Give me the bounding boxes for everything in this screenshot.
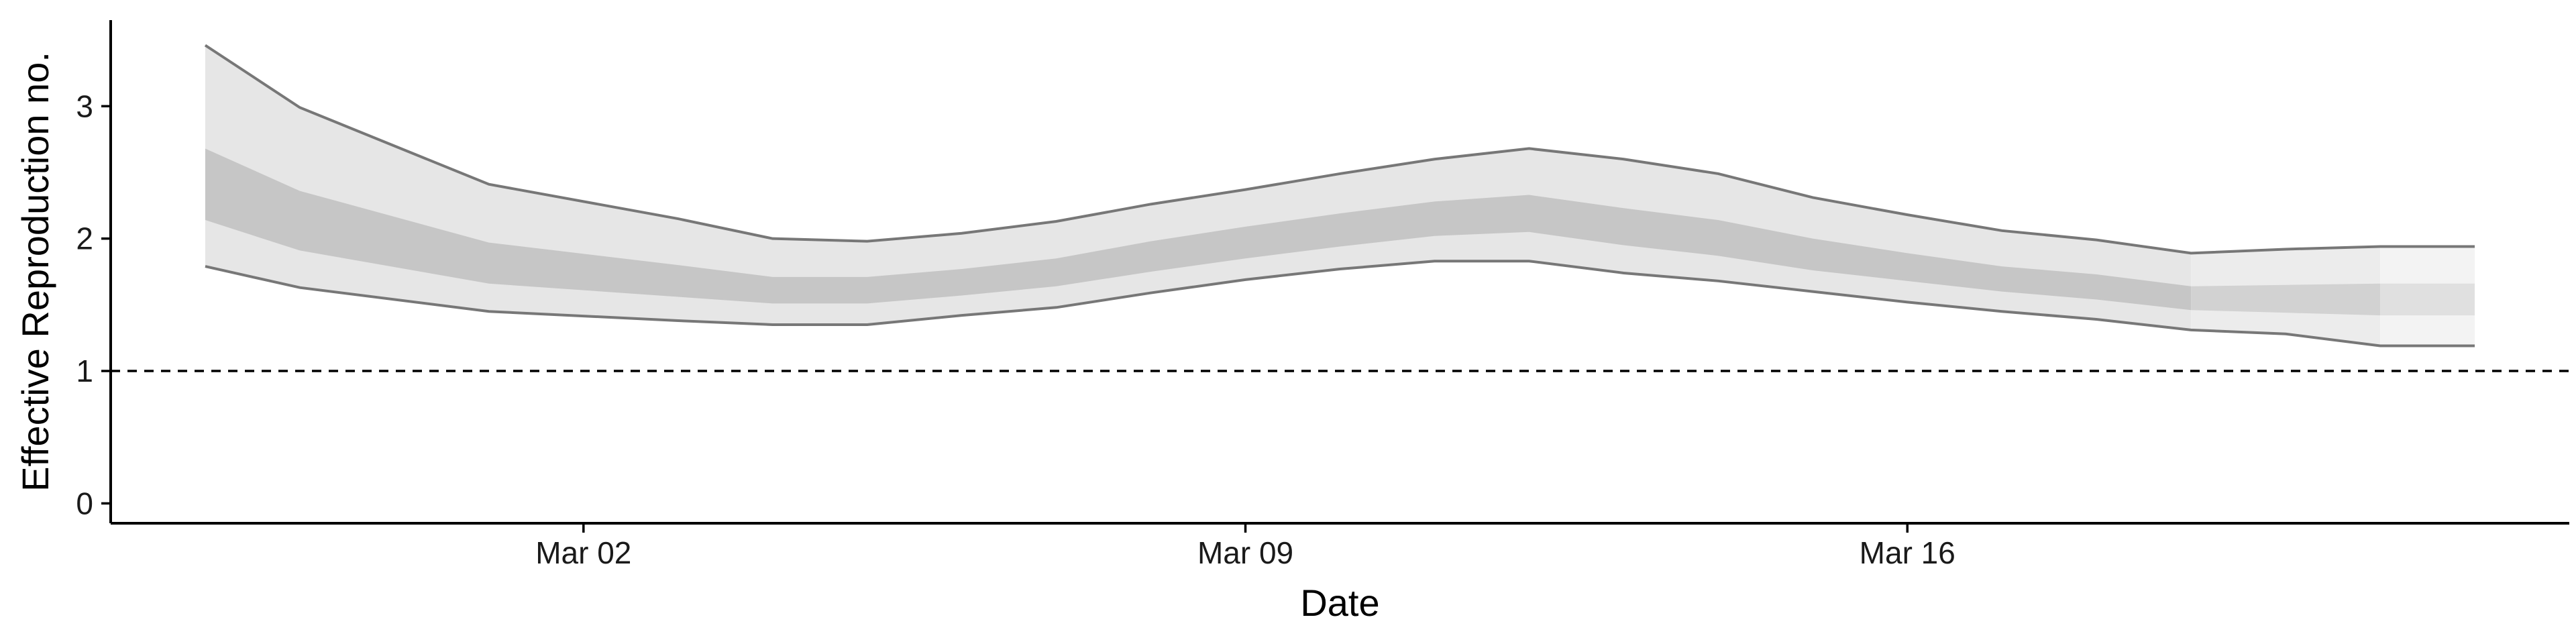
x-axis-title: Date — [1300, 582, 1379, 624]
lower-90-edge-line — [205, 260, 2475, 347]
x-tick-label: Mar 09 — [1197, 535, 1293, 570]
interval-edge-lines — [204, 44, 2475, 347]
upper-90-edge-line — [204, 44, 2475, 255]
x-tick-label: Mar 16 — [1860, 535, 1955, 570]
y-axis-title: Effective Reproduction no. — [14, 52, 56, 492]
credible-interval-bands — [205, 45, 2475, 346]
y-tick-label: 3 — [76, 89, 93, 123]
axes — [101, 20, 2569, 533]
band-90-estimate — [205, 45, 2192, 330]
y-tick-label: 2 — [76, 221, 93, 256]
y-tick-label: 0 — [76, 486, 93, 521]
band-50-estimate-based-on-partial-data — [2191, 283, 2381, 316]
tick-labels: 0 1 2 3 Mar 02 Mar 09 Mar 16 — [76, 89, 1955, 570]
x-tick-label: Mar 02 — [535, 535, 631, 570]
y-tick-label: 1 — [76, 354, 93, 388]
band-50-forecast — [2380, 283, 2475, 316]
band-50-estimate — [205, 148, 2192, 311]
